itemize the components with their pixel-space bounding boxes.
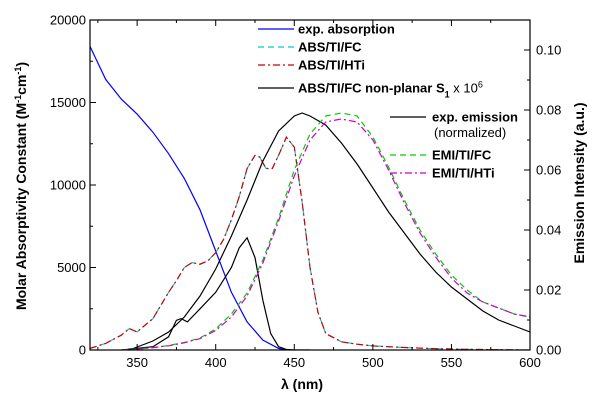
y-right-axis-title: Emission Intensity (a.u.) <box>571 102 587 263</box>
legend-label-abs-ti-fc: ABS/TI/FC <box>298 40 362 55</box>
y-left-tick-label: 0 <box>79 343 86 358</box>
x-tick-label: 350 <box>126 355 148 370</box>
x-tick-label: 450 <box>283 355 305 370</box>
x-tick-label: 400 <box>205 355 227 370</box>
legend-sublabel: (normalized) <box>434 125 506 140</box>
legend-label-exp-absorption: exp. absorption <box>298 22 395 37</box>
legend-label-emi-ti-hti: EMI/TI/HTi <box>432 166 495 181</box>
y-left-axis-title: Molar Absorptivity Constant (M-1cm-1) <box>13 62 29 310</box>
y-left-tick-label: 10000 <box>50 178 86 193</box>
y-right-tick-label: 0.06 <box>536 163 561 178</box>
series-emi-ti-fc <box>121 112 530 350</box>
y-right-tick-label: 0.02 <box>536 283 561 298</box>
x-axis-title: λ (nm) <box>281 376 323 392</box>
y-left-tick-label: 15000 <box>50 95 86 110</box>
legend-label-abs-ti-hti: ABS/TI/HTi <box>298 58 365 73</box>
series-abs-ti-fc-non-planar-s1-x-10-6 <box>121 236 310 350</box>
y-left-tick-label: 5000 <box>57 260 86 275</box>
y-right-tick-label: 0.00 <box>536 343 561 358</box>
legend: exp. absorption ABS/TI/FC ABS/TI/HTi ABS/TI… <box>258 22 518 181</box>
series-layer <box>90 46 530 350</box>
series-emi-ti-hti <box>121 118 530 350</box>
legend-label-emi-ti-fc: EMI/TI/FC <box>432 148 492 163</box>
ticks-layer: 350 400 450 500 550 600 0 5000 10000 15000 20000 0.… <box>50 13 561 371</box>
legend-label-exp-emission: exp. emission <box>432 110 518 125</box>
y-right-tick-label: 0.04 <box>536 223 561 238</box>
x-tick-label: 600 <box>519 355 541 370</box>
y-left-tick-label: 20000 <box>50 13 86 28</box>
legend-label-abs-ti-fc-non-planar-s1-x-10-6: ABS/TI/FC non-planar S1 x 106 <box>298 80 483 100</box>
y-right-tick-label: 0.10 <box>536 43 561 58</box>
series-exp-emission <box>129 112 530 350</box>
series-abs-ti-hti <box>90 136 530 350</box>
series-exp-absorption <box>90 46 287 350</box>
x-tick-label: 550 <box>441 355 463 370</box>
y-right-tick-label: 0.08 <box>536 103 561 118</box>
x-tick-label: 500 <box>362 355 384 370</box>
